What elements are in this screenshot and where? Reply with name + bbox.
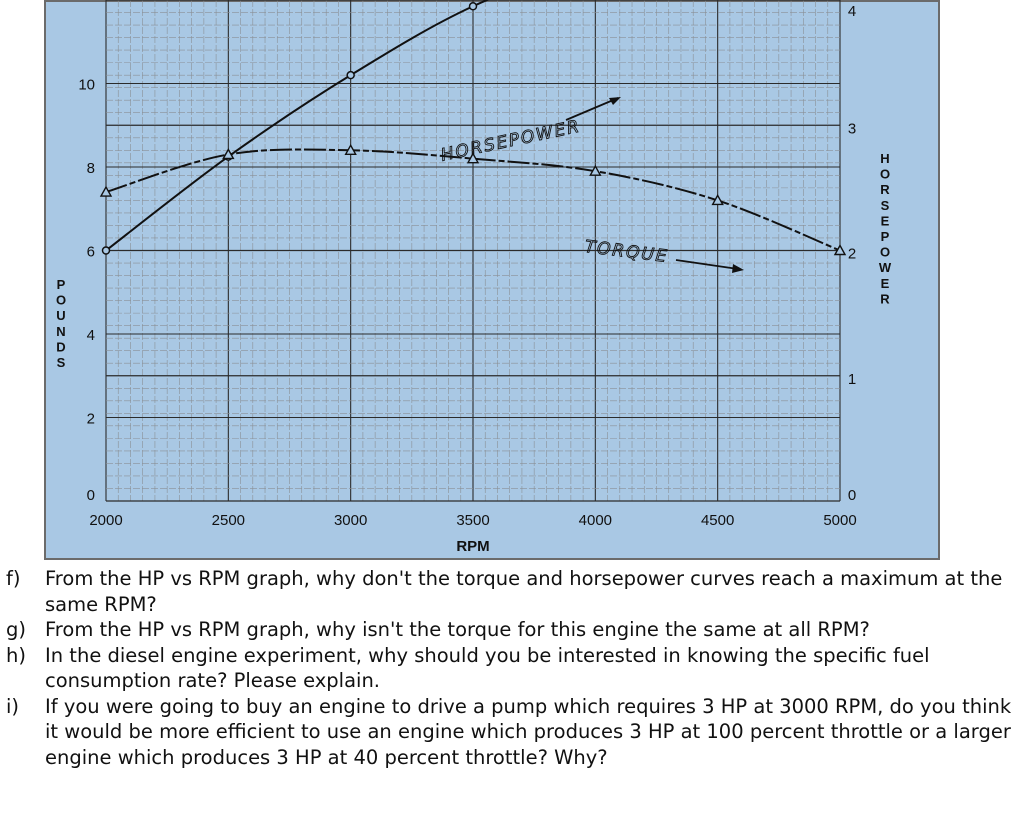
question-item: f) From the HP vs RPM graph, why don't t… (0, 566, 1024, 617)
x-tick-label: 3500 (456, 512, 489, 529)
y-right-axis-label: P (881, 229, 890, 244)
x-tick-label: 3000 (334, 512, 367, 529)
torque-arrow (675, 259, 739, 270)
y-right-axis-label: W (879, 260, 892, 275)
markers (99, 2, 847, 256)
y-left-axis-label: O (56, 293, 66, 308)
torque-point (344, 143, 357, 156)
x-tick-label: 4500 (701, 512, 734, 529)
y-left-tick-label: 6 (87, 244, 95, 261)
x-axis-label: RPM (456, 538, 489, 555)
y-right-axis-label: E (881, 213, 890, 228)
horsepower-arrow-head (609, 97, 621, 105)
y-right-axis-label: O (880, 167, 890, 182)
chart-svg: 2000 2500 3000 3500 4000 4500 5000 0 2 4 6 8 10 0 1 2 3 4… (44, 0, 940, 560)
tick-labels: 2000 2500 3000 3500 4000 4500 5000 0 2 4 6 8 10 0 1 2 3 4 (78, 3, 856, 529)
engine-performance-chart: 2000 2500 3000 3500 4000 4500 5000 0 2 4 6 8 10 0 1 2 3 4… (44, 0, 940, 560)
y-left-tick-label: 2 (87, 411, 95, 428)
horsepower-point (346, 70, 355, 80)
question-item: h) In the diesel engine experiment, why … (0, 643, 1024, 694)
y-right-axis-label: O (880, 245, 890, 260)
question-item: i) If you were going to buy an engine to… (0, 694, 1024, 771)
question-label: g) (6, 618, 26, 641)
question-text: In the diesel engine experiment, why sho… (45, 643, 930, 693)
torque-point (99, 185, 113, 197)
torque-point (589, 164, 602, 176)
y-left-tick-label: 10 (78, 77, 95, 94)
question-item: g) From the HP vs RPM graph, why isn't t… (0, 617, 1024, 643)
x-tick-label: 2500 (212, 512, 245, 529)
question-text: From the HP vs RPM graph, why don't the … (45, 567, 1003, 616)
horsepower-arrow (565, 97, 619, 121)
question-label: h) (6, 643, 26, 667)
torque-arrow-head (732, 264, 744, 273)
y-right-axis-label: H (880, 151, 889, 166)
y-right-tick-label: 1 (848, 371, 856, 388)
chart-panel (44, 0, 940, 560)
y-left-axis-label: S (57, 355, 66, 370)
y-right-axis-label: R (880, 291, 890, 306)
question-list: f) From the HP vs RPM graph, why don't t… (0, 566, 1024, 770)
y-left-tick-label: 0 (87, 487, 95, 504)
y-left-axis-label: U (56, 308, 65, 323)
horsepower-point (101, 246, 111, 255)
x-tick-label: 5000 (823, 512, 856, 529)
torque-point (711, 193, 724, 206)
y-left-tick-label: 4 (87, 327, 95, 344)
y-right-axis-label: R (880, 182, 890, 197)
y-right-tick-label: 3 (848, 120, 856, 137)
y-right-tick-label: 4 (848, 3, 856, 20)
torque-point (222, 148, 235, 160)
y-left-tick-label: 8 (87, 160, 95, 177)
question-text: From the HP vs RPM graph, why isn't the … (45, 618, 870, 641)
question-label: i) (6, 694, 20, 718)
question-text: If you were going to buy an engine to dr… (45, 694, 1012, 769)
y-left-axis-label: P (57, 277, 66, 292)
y-right-tick-label: 2 (848, 246, 856, 263)
x-tick-label: 4000 (579, 512, 612, 529)
torque-point (833, 244, 847, 256)
y-left-axis-label: N (56, 324, 65, 339)
question-label: f) (6, 567, 21, 590)
horsepower-point (468, 2, 478, 11)
y-right-axis-label: S (881, 198, 890, 213)
y-right-axis-label: E (881, 276, 890, 291)
y-right-tick-label: 0 (848, 487, 856, 504)
torque-point (466, 152, 480, 164)
y-left-axis-label: D (56, 339, 65, 354)
x-tick-label: 2000 (89, 512, 122, 529)
grid (105, 0, 841, 502)
